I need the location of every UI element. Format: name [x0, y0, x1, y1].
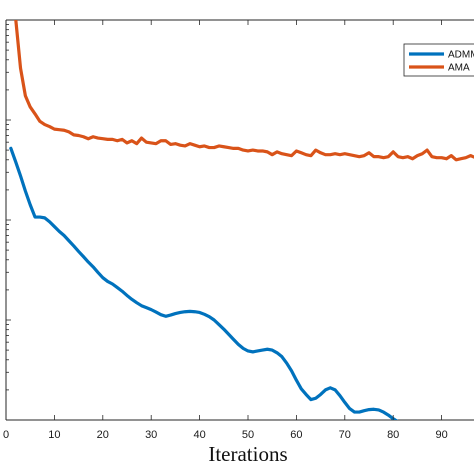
x-tick-label: 0 — [3, 429, 9, 441]
legend: ADMM AMA — [403, 43, 474, 77]
x-tick-label: 80 — [387, 429, 399, 441]
x-axis-ticks: 0 10 20 30 40 50 60 70 80 90 — [3, 20, 448, 441]
x-tick-label: 40 — [193, 429, 205, 441]
series-line-ama — [14, 20, 474, 162]
x-tick-label: 70 — [339, 429, 351, 441]
x-tick-label: 60 — [290, 429, 302, 441]
x-tick-label: 20 — [97, 429, 109, 441]
x-tick-label: 50 — [242, 429, 254, 441]
x-axis-title: Iterations — [208, 442, 287, 466]
legend-box — [403, 43, 474, 77]
axes — [5, 19, 474, 421]
x-tick-label: 90 — [435, 429, 447, 441]
x-tick-label: 30 — [145, 429, 157, 441]
legend-label-admm: ADMM — [448, 50, 474, 61]
series-line-admm — [9, 146, 399, 420]
series-lines — [9, 20, 474, 420]
legend-label-ama: AMA — [448, 63, 470, 74]
x-tick-label: 10 — [48, 429, 60, 441]
